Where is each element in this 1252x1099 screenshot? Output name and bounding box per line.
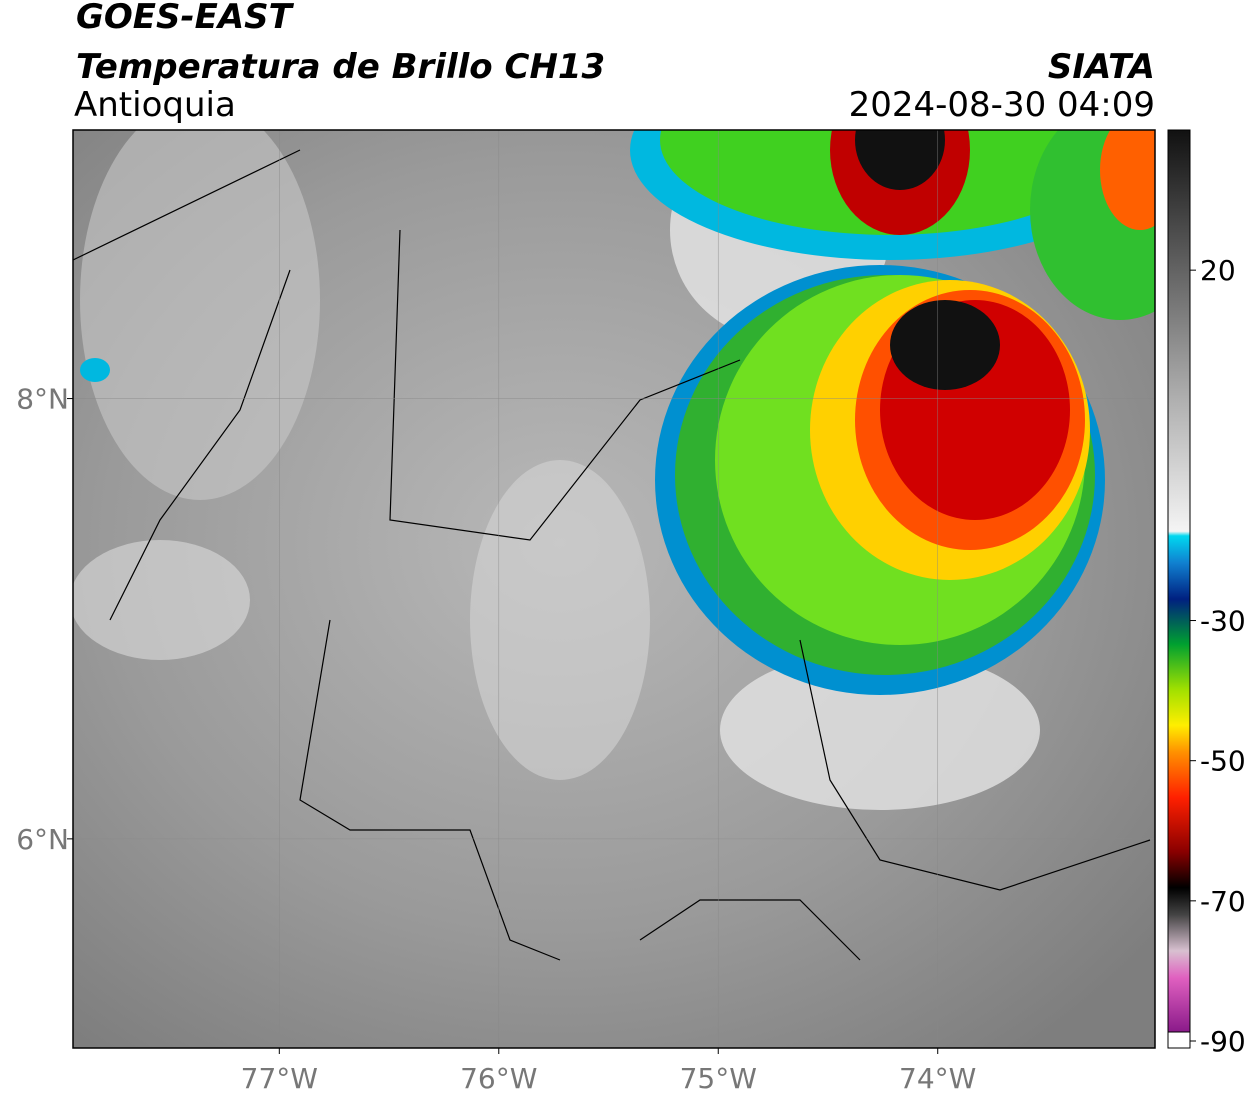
- region: Antioquia: [74, 85, 236, 125]
- colorbar-tick-label: -50: [1200, 745, 1246, 778]
- satellite-image: [73, 130, 1155, 1048]
- product: Temperatura de Brillo CH13: [76, 47, 605, 87]
- satellite: GOES-EAST: [76, 0, 295, 37]
- colorbar: [1168, 130, 1190, 1032]
- datetime: 2024-08-30 04:09: [849, 85, 1155, 125]
- lon-tick-label: 74°W: [899, 1062, 976, 1095]
- lon-tick-label: 76°W: [460, 1062, 537, 1095]
- colorbar-tick-label: -30: [1200, 605, 1246, 638]
- agency: SIATA: [1048, 47, 1155, 87]
- lat-tick-label: 8°N: [16, 383, 69, 416]
- colorbar-frame: [1167, 129, 1191, 1049]
- colorbar-tick-label: -90: [1200, 1025, 1246, 1058]
- map-frame: [72, 129, 1156, 1049]
- colorbar-tick-label: 20: [1200, 254, 1236, 287]
- lon-tick-label: 75°W: [680, 1062, 757, 1095]
- colorbar-under: [1167, 1031, 1191, 1049]
- lat-tick-label: 6°N: [16, 823, 69, 856]
- colorbar-tick-label: -70: [1200, 885, 1246, 918]
- lon-tick-label: 77°W: [241, 1062, 318, 1095]
